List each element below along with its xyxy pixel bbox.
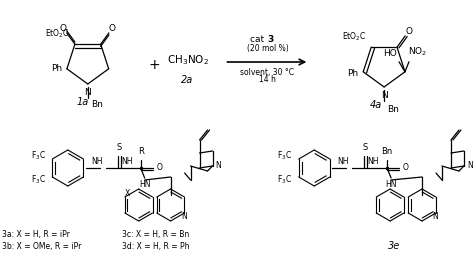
Text: 3d: X = H, R = Ph: 3d: X = H, R = Ph [122,241,189,251]
Text: +: + [149,58,161,72]
Text: O: O [60,24,67,33]
Text: S: S [116,143,121,152]
Text: N: N [181,212,187,221]
Text: NO$_2$: NO$_2$ [408,45,427,58]
Text: N: N [381,91,387,100]
Text: solvent, 30 °C: solvent, 30 °C [240,68,294,77]
Text: 14 h: 14 h [259,76,276,84]
Text: 2a: 2a [182,75,194,85]
Text: 3: 3 [267,36,273,45]
Text: O: O [156,164,163,173]
Text: NH: NH [91,157,102,166]
Text: R: R [138,147,144,156]
Text: 3e: 3e [388,241,400,251]
Text: 3c: X = H, R = Bn: 3c: X = H, R = Bn [122,230,189,240]
Text: N: N [84,88,91,97]
Text: HN: HN [385,180,397,189]
Text: F$_3$C: F$_3$C [277,174,292,186]
Text: EtO$_2$C: EtO$_2$C [46,28,70,40]
Text: N: N [216,162,221,170]
Text: Bn: Bn [91,100,103,109]
Text: F$_3$C: F$_3$C [277,150,292,162]
Text: NH: NH [121,157,132,166]
Text: S: S [363,143,368,152]
Text: 1a: 1a [77,97,89,107]
Text: 4a: 4a [370,100,382,110]
Text: NH: NH [337,157,349,166]
Text: O: O [109,24,116,33]
Text: (20 mol %): (20 mol %) [246,45,288,54]
Text: Ph: Ph [347,69,358,78]
Text: HN: HN [139,180,150,189]
Text: F$_3$C: F$_3$C [31,174,46,186]
Text: Bn: Bn [382,147,393,156]
Text: HO: HO [383,49,397,58]
Text: cat: cat [250,36,267,45]
Text: NH: NH [367,157,379,166]
Text: O: O [405,27,412,36]
Text: EtO$_2$C: EtO$_2$C [342,31,366,43]
Text: N: N [467,162,473,170]
Text: X: X [125,189,130,198]
Text: CH$_3$NO$_2$: CH$_3$NO$_2$ [166,53,209,67]
Text: F$_3$C: F$_3$C [31,150,46,162]
Text: 3b: X = OMe, R = iPr: 3b: X = OMe, R = iPr [2,241,82,251]
Text: Bn: Bn [387,105,399,114]
Text: 3a: X = H, R = iPr: 3a: X = H, R = iPr [2,230,70,240]
Text: N: N [433,212,438,221]
Text: O: O [403,164,409,173]
Text: Ph: Ph [51,64,62,73]
